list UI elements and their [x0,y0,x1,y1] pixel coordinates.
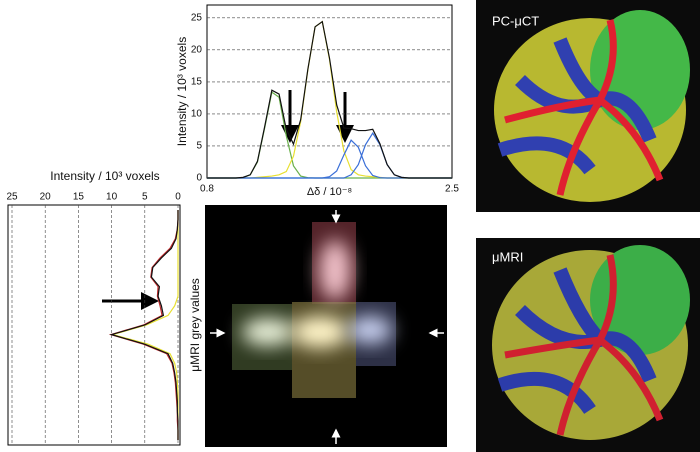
ct-label: PC-μCT [492,13,539,28]
y-tick-label: 20 [191,44,203,55]
ct-image: PC-μCT [476,0,700,212]
grey-axis-label: μMRI grey values [188,278,202,372]
top-frame [206,4,453,179]
y-tick-label: 10 [191,109,203,120]
y-tick-label: 25 [191,12,203,23]
left-frame [7,204,181,446]
x-tick-label: 10 [106,192,118,203]
mri-label: μMRI [492,249,523,264]
y-tick-label: 5 [196,141,202,152]
arrows [102,90,354,310]
y-tick-label: 15 [191,77,203,88]
x-axis-label: Intensity / 10³ voxels [50,169,159,183]
series-line [207,91,452,179]
y-tick-label: 0 [196,173,202,184]
x-axis-label: Δδ / 10⁻⁸ [307,186,352,198]
x-tick-label: 20 [40,192,52,203]
series-line [207,20,452,179]
series-line [110,210,179,440]
x-tick-label: 5 [142,192,148,203]
series-line [207,132,452,179]
x-tick-label: 0 [175,192,181,203]
x-tick-label: 15 [73,192,85,203]
histogram-image [205,205,447,447]
series-line [109,210,179,440]
series-line [207,20,452,179]
x-tick-label: 0.8 [200,184,214,195]
mri-image: μMRI [476,238,700,452]
x-tick-label: 2.5 [445,184,459,195]
x-tick-label: 25 [6,192,18,203]
y-axis-label: Intensity / 10³ voxels [175,37,189,146]
